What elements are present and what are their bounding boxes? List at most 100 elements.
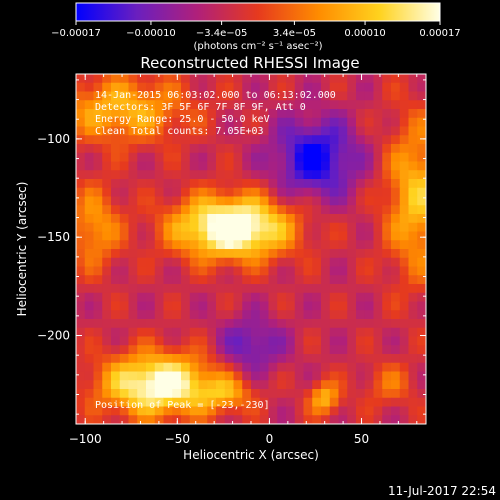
heatmap-cell: [93, 109, 103, 119]
heatmap-cell: [146, 389, 156, 399]
heatmap-cell: [198, 196, 208, 206]
heatmap-cell: [364, 310, 374, 320]
heatmap-cell: [329, 205, 339, 215]
heatmap-cell: [181, 319, 191, 329]
heatmap-cell: [172, 362, 182, 372]
heatmap-cell: [198, 397, 208, 407]
heatmap-cell: [242, 301, 252, 311]
heatmap-cell: [111, 117, 121, 127]
heatmap-cell: [303, 310, 313, 320]
heatmap-cell: [277, 389, 287, 399]
heatmap-cell: [303, 222, 313, 232]
heatmap-cell: [417, 354, 427, 364]
heatmap-cell: [181, 135, 191, 145]
heatmap-cell: [259, 336, 269, 346]
heatmap-cell: [233, 389, 243, 399]
heatmap-cell: [128, 336, 138, 346]
heatmap-cell: [338, 319, 348, 329]
heatmap-cell: [154, 222, 164, 232]
heatmap-cell: [373, 257, 383, 267]
heatmap-cell: [259, 266, 269, 276]
heatmap-cell: [251, 91, 261, 101]
heatmap-cell: [102, 205, 112, 215]
heatmap-cell: [391, 187, 401, 197]
heatmap-cell: [417, 275, 427, 285]
heatmap-cell: [93, 301, 103, 311]
heatmap-cell: [198, 161, 208, 171]
heatmap-cell: [207, 249, 217, 259]
heatmap-cell: [373, 249, 383, 259]
heatmap-cell: [119, 82, 129, 92]
heatmap-cell: [154, 126, 164, 136]
heatmap-cell: [329, 240, 339, 250]
heatmap-cell: [76, 301, 86, 311]
y-axis-ticks: −100−150−200: [37, 79, 426, 415]
heatmap-cell: [137, 91, 147, 101]
heatmap-cell: [347, 249, 357, 259]
heatmap-cell: [163, 354, 173, 364]
heatmap-cell: [259, 117, 269, 127]
heatmap-cell: [84, 117, 94, 127]
heatmap-cell: [84, 354, 94, 364]
heatmap-cell: [356, 74, 366, 84]
heatmap-cell: [417, 170, 427, 180]
heatmap-cell: [373, 266, 383, 276]
heatmap-cell: [224, 205, 234, 215]
heatmap-cell: [137, 345, 147, 355]
heatmap-cell: [251, 126, 261, 136]
heatmap-cell: [154, 301, 164, 311]
heatmap-cell: [216, 214, 226, 224]
heatmap-cell: [373, 301, 383, 311]
heatmap-cell: [111, 231, 121, 241]
heatmap-cell: [207, 415, 217, 425]
heatmap-cell: [207, 161, 217, 171]
heatmap-cell: [347, 415, 357, 425]
heatmap-cell: [338, 74, 348, 84]
heatmap-cell: [189, 214, 199, 224]
heatmap-cell: [399, 415, 409, 425]
heatmap-cell: [189, 109, 199, 119]
heatmap-cell: [382, 126, 392, 136]
heatmap-cell: [303, 415, 313, 425]
heatmap-cell: [364, 222, 374, 232]
heatmap-cell: [321, 100, 331, 110]
heatmap-cell: [294, 222, 304, 232]
heatmap-cell: [224, 415, 234, 425]
heatmap-cell: [364, 415, 374, 425]
heatmap-cell: [146, 301, 156, 311]
heatmap-cell: [163, 345, 173, 355]
heatmap-cell: [321, 126, 331, 136]
heatmap-cell: [242, 292, 252, 302]
heatmap-cell: [312, 257, 322, 267]
heatmap-cell: [233, 310, 243, 320]
heatmap-cell: [84, 144, 94, 154]
heatmap-cell: [172, 310, 182, 320]
heatmap-cell: [111, 126, 121, 136]
heatmap-cell: [163, 406, 173, 416]
heatmap-cell: [259, 345, 269, 355]
heatmap-cell: [373, 214, 383, 224]
heatmap-cell: [268, 196, 278, 206]
heatmap-cell: [146, 222, 156, 232]
heatmap-cell: [338, 240, 348, 250]
heatmap-cell: [364, 240, 374, 250]
heatmap-cell: [137, 389, 147, 399]
heatmap-cell: [391, 257, 401, 267]
heatmap-cell: [373, 319, 383, 329]
heatmap-cell: [137, 319, 147, 329]
heatmap-cell: [216, 74, 226, 84]
heatmap-cell: [119, 319, 129, 329]
heatmap-cell: [303, 231, 313, 241]
heatmap-cell: [216, 196, 226, 206]
heatmap-cell: [172, 257, 182, 267]
heatmap-cell: [391, 109, 401, 119]
heatmap-cell: [111, 205, 121, 215]
heatmap-cell: [259, 354, 269, 364]
heatmap-cell: [347, 389, 357, 399]
heatmap-cell: [119, 415, 129, 425]
heatmap-cell: [198, 100, 208, 110]
heatmap-cell: [119, 406, 129, 416]
heatmap-cell: [399, 240, 409, 250]
heatmap-cell: [119, 336, 129, 346]
heatmap-cell: [321, 109, 331, 119]
